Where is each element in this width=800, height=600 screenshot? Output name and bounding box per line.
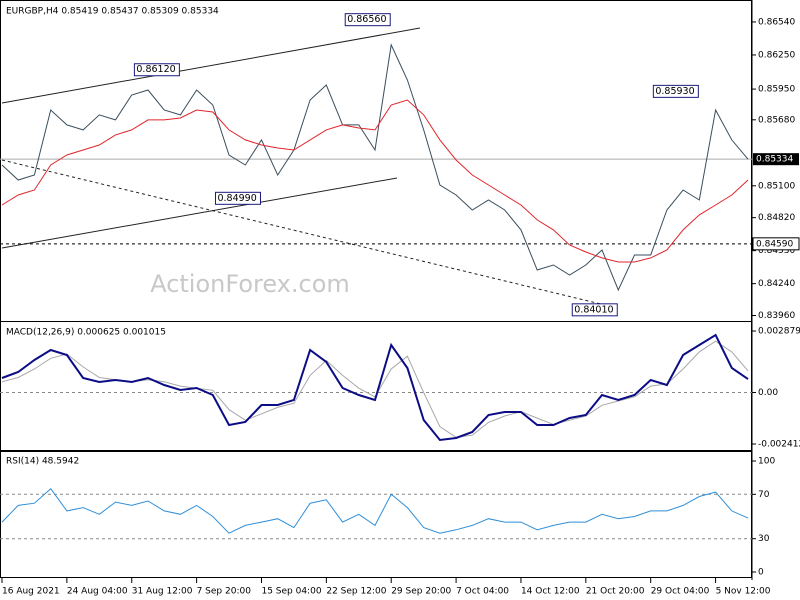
price-annotation-box	[652, 84, 699, 98]
price-annotation-box	[133, 63, 180, 77]
x-tick-label: 16 Aug 2021	[2, 587, 60, 597]
y-tick-label: 0.86250	[758, 50, 795, 60]
price-annotation-label: 0.86120	[136, 64, 175, 75]
panel-title: RSI(14) 48.5942	[6, 457, 79, 467]
price-annotation-box	[571, 303, 618, 317]
x-tick-label: 5 Nov 12:00	[716, 587, 771, 597]
x-tick-label: 24 Aug 04:00	[67, 587, 128, 597]
panel-title: EURGBP,H4 0.85419 0.85437 0.85309 0.8533…	[6, 7, 219, 17]
panel-title: MACD(12,26,9) 0.000625 0.001015	[6, 328, 166, 338]
x-tick-label: 31 Aug 12:00	[132, 587, 193, 597]
y-tick-label: 100	[758, 456, 775, 466]
price-annotation-label: 0.84990	[217, 193, 256, 204]
price-annotation-box	[344, 13, 391, 27]
series-line	[1, 43, 749, 292]
y-tick-label: 0.84240	[758, 279, 795, 289]
trend-dashed	[1, 159, 606, 306]
x-tick-label: 14 Oct 12:00	[521, 587, 580, 597]
y-tick-label: 0.83960	[758, 311, 795, 321]
series-line	[1, 99, 749, 263]
y-tick-label: 0.85100	[758, 181, 795, 191]
price-annotation-label: 0.85930	[655, 86, 694, 97]
y-tick-label: -0.002412	[758, 439, 800, 449]
x-tick-label: 15 Sep 04:00	[261, 587, 321, 597]
channel-upper	[1, 27, 421, 104]
y-tick-label: 0.85680	[758, 115, 795, 125]
x-tick-label: 21 Oct 20:00	[586, 587, 645, 597]
y-tick-label: 0.84820	[758, 213, 795, 223]
y-tick-label: 70	[758, 490, 770, 500]
level-label: 0.84590	[756, 239, 793, 249]
series-line	[1, 487, 749, 534]
y-tick-label: 0.85950	[758, 85, 795, 95]
x-tick-label: 22 Sep 12:00	[326, 587, 386, 597]
series-line	[1, 333, 749, 442]
current-price-label: 0.85334	[756, 155, 793, 165]
x-tick-label: 29 Sep 20:00	[391, 587, 451, 597]
y-tick-label: 0.84530	[758, 246, 795, 256]
current-price-box	[753, 153, 799, 166]
price-annotation-box	[214, 191, 261, 205]
y-tick-label: 0.86540	[758, 17, 795, 27]
y-tick-label: 30	[758, 534, 770, 544]
x-tick-label: 7 Oct 04:00	[456, 587, 509, 597]
y-tick-label: 0.00	[758, 388, 778, 398]
x-tick-label: 29 Oct 04:00	[651, 587, 710, 597]
trend-lines	[1, 27, 606, 306]
x-tick-label: 7 Sep 20:00	[197, 587, 252, 597]
price-annotation-label: 0.84010	[574, 304, 613, 315]
channel-lower	[1, 177, 398, 249]
y-tick-label: 0	[758, 568, 764, 578]
level-label-box	[752, 237, 800, 251]
y-tick-label: 0.002879	[758, 326, 800, 336]
price-annotation-label: 0.86560	[347, 14, 386, 25]
watermark: ActionForex.com	[150, 270, 350, 298]
